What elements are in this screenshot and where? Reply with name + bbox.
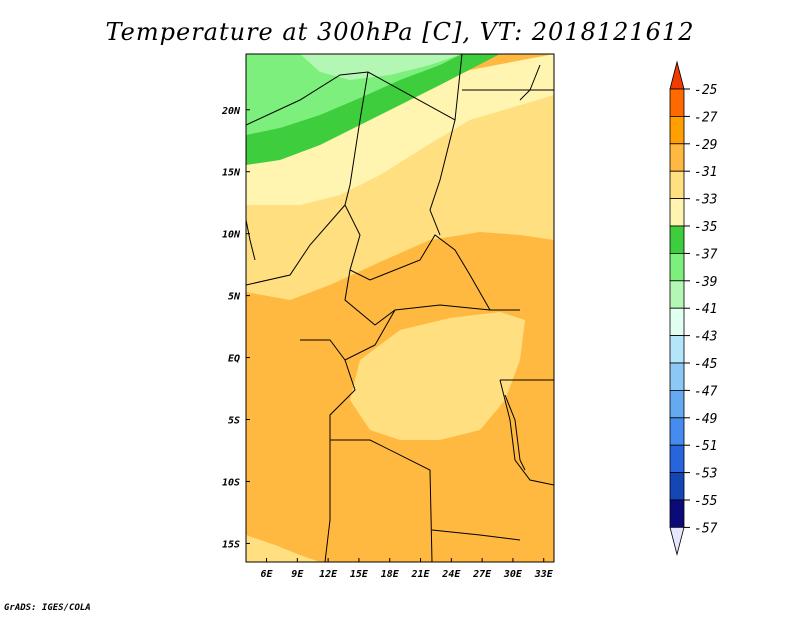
- field-band--37--35: [246, 54, 500, 165]
- colorbar-bottom-arrow: [669, 527, 685, 556]
- border-chad: [344, 71, 520, 311]
- border-chad-sudan: [429, 119, 456, 236]
- colorbar-swatch: [669, 88, 685, 117]
- map-title: Temperature at 300hPa [C], VT: 201812161…: [105, 18, 695, 46]
- lat-tick-label: 15N: [222, 168, 241, 179]
- lon-tick-label: 18E: [381, 569, 400, 580]
- grads-credit: GrADS: IGES/COLA: [4, 603, 91, 613]
- lon-axis: 6E 9E 12E 15E 18E 21E 24E 27E 30E 33E: [261, 558, 554, 580]
- red-sea-coast: [519, 64, 541, 101]
- colorbar-swatch: [669, 143, 685, 172]
- lat-tick-label: 10S: [222, 477, 240, 488]
- lon-tick-label: 21E: [411, 569, 431, 580]
- colorbar-label: -57: [694, 521, 718, 536]
- colorbar-label: -43: [694, 330, 717, 345]
- lon-tick-label: 12E: [319, 569, 338, 580]
- colorbar-swatch: [669, 335, 685, 364]
- colorbar: -25 -27 -29 -31 -33 -35 -37 -39 -41 -43 -45 -47 -49 -…: [669, 60, 718, 556]
- colorbar-swatch: [669, 170, 685, 199]
- lat-tick-label: 5S: [228, 416, 240, 427]
- coast-west: [246, 219, 256, 261]
- field-band--41--39: [300, 54, 462, 80]
- lat-tick-label: 15S: [222, 539, 240, 550]
- border-zambia: [431, 529, 521, 541]
- colorbar-swatch: [669, 307, 685, 337]
- colorbar-label: -55: [694, 494, 718, 509]
- lat-tick-label: 20N: [221, 106, 241, 117]
- colorbar-label: -33: [694, 193, 717, 208]
- border-nigeria: [246, 204, 346, 286]
- colorbar-swatch: [669, 280, 685, 309]
- colorbar-swatch: [669, 116, 685, 145]
- colorbar-label: -27: [694, 110, 718, 125]
- colorbar-label: -53: [694, 467, 717, 482]
- field-band--35--33: [246, 54, 554, 205]
- lon-tick-label: 24E: [441, 569, 461, 580]
- lake-tanganyika: [504, 394, 526, 471]
- colorbar-label: -49: [694, 412, 717, 427]
- colorbar-swatch: [669, 499, 685, 528]
- border-niger-algeria-libya: [246, 54, 463, 126]
- lon-tick-label: 27E: [472, 569, 492, 580]
- colorbar-swatch: [669, 252, 685, 282]
- colorbar-label: -45: [694, 357, 718, 372]
- colorbar-label: -35: [694, 220, 718, 235]
- colorbar-label: -31: [694, 165, 717, 180]
- lon-tick-label: 33E: [534, 569, 554, 580]
- country-borders: [246, 54, 554, 562]
- border-car: [344, 269, 491, 326]
- temperature-field: [246, 54, 554, 562]
- colorbar-swatch: [669, 417, 685, 446]
- lon-tick-label: 9E: [291, 569, 304, 580]
- colorbar-label: -47: [694, 384, 718, 399]
- field-band--33--31: [246, 90, 554, 300]
- colorbar-swatch: [669, 472, 685, 501]
- lat-tick-label: EQ: [228, 354, 240, 365]
- field-band--33--31-central: [350, 312, 525, 440]
- lon-tick-label: 15E: [350, 569, 369, 580]
- lon-tick-label: 6E: [261, 569, 274, 580]
- colorbar-top-arrow: [669, 60, 685, 90]
- map-frame: [245, 53, 555, 563]
- colorbar-label: -37: [694, 247, 718, 262]
- colorbar-swatch: [669, 389, 685, 419]
- colorbar-swatch: [669, 362, 685, 391]
- colorbar-label: -39: [694, 275, 717, 290]
- border-angola-coast: [324, 440, 331, 562]
- field-band--33--31-sw: [246, 535, 320, 562]
- colorbar-label: -25: [694, 83, 718, 98]
- lat-tick-label: 10N: [222, 230, 241, 241]
- colorbar-swatch: [669, 198, 685, 227]
- colorbar-swatch: [669, 225, 685, 254]
- colorbar-label: -29: [694, 138, 717, 153]
- lat-tick-label: 5N: [228, 292, 241, 303]
- border-east-drc: [499, 379, 554, 486]
- lon-tick-label: 30E: [503, 569, 523, 580]
- lat-axis: 20N 15N 10N 5N EQ 5S 10S 15S: [221, 106, 250, 550]
- field-band--39--37: [246, 54, 462, 135]
- colorbar-swatch: [669, 444, 685, 474]
- colorbar-label: -51: [694, 439, 717, 454]
- colorbar-label: -41: [694, 302, 717, 317]
